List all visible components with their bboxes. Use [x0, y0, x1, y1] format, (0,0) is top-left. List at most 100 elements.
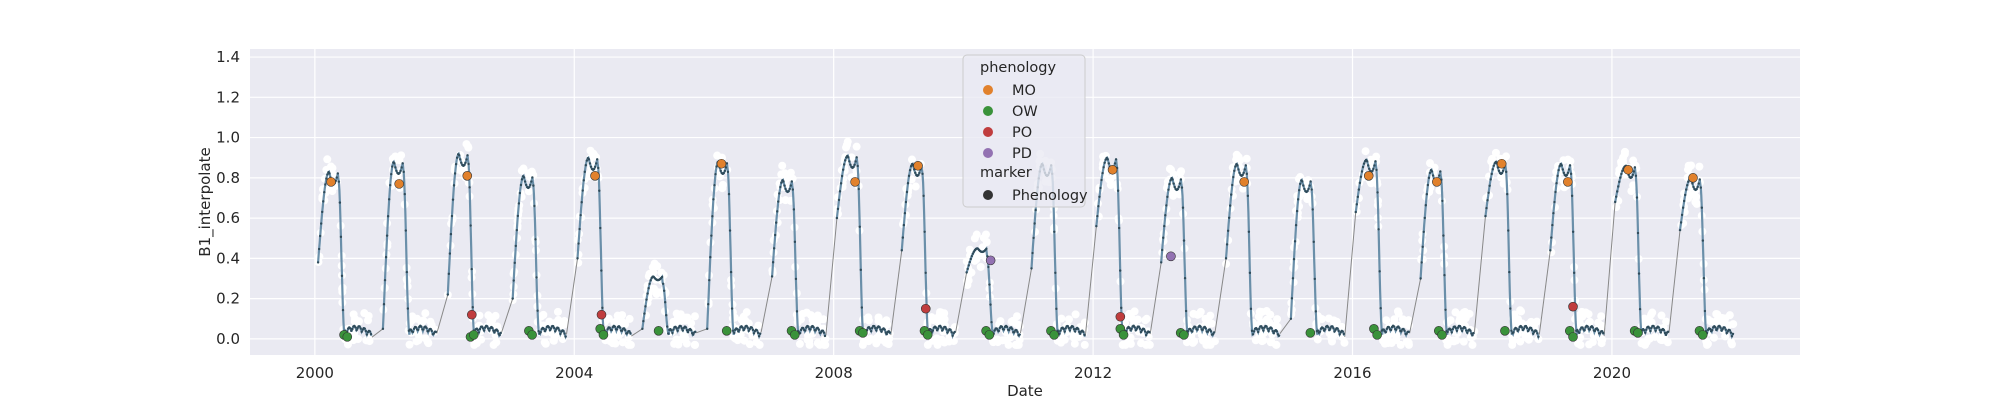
- observation-point: [343, 340, 352, 349]
- curve-marker: [741, 326, 744, 329]
- season-connector: [890, 250, 903, 336]
- curve-marker: [1617, 185, 1620, 188]
- observation-point: [625, 314, 634, 323]
- observation-point: [1491, 148, 1500, 157]
- curve-marker: [969, 257, 972, 261]
- curve-marker: [381, 327, 385, 331]
- curve-marker: [1731, 332, 1735, 336]
- observation-point: [907, 155, 916, 164]
- observation-point: [742, 308, 751, 317]
- observation-point: [1727, 340, 1736, 349]
- season-connector: [1409, 278, 1422, 334]
- curve-marker: [945, 328, 948, 331]
- curve-marker: [1337, 329, 1340, 333]
- curve-marker: [1033, 222, 1036, 225]
- curve-marker: [1697, 182, 1700, 185]
- curve-marker: [532, 184, 535, 187]
- observation-point: [1210, 337, 1219, 346]
- curve-marker: [1725, 331, 1728, 335]
- observation-point: [1588, 338, 1597, 347]
- curve-marker: [1602, 331, 1605, 335]
- curve-marker: [854, 160, 857, 163]
- curve-marker: [680, 327, 683, 330]
- curve-marker: [446, 293, 450, 296]
- phenology-point-mo: [1107, 164, 1118, 175]
- curve-marker: [320, 222, 323, 225]
- curve-marker: [792, 208, 796, 211]
- curve-marker: [417, 328, 420, 331]
- season-connector: [696, 328, 708, 334]
- curve-marker: [1342, 332, 1346, 336]
- curve-marker: [588, 162, 592, 165]
- curve-marker: [856, 164, 859, 168]
- curve-marker: [1103, 161, 1106, 165]
- curve-marker: [1488, 184, 1491, 187]
- curve-marker: [1618, 180, 1621, 183]
- curve-marker: [1485, 206, 1488, 210]
- curve-marker: [1135, 327, 1139, 330]
- curve-marker: [1685, 188, 1688, 191]
- phenology-point-po: [1115, 311, 1126, 322]
- observation-point: [421, 309, 430, 318]
- curve-marker: [1248, 271, 1252, 275]
- curve-marker: [817, 328, 820, 331]
- legend-label-ow: OW: [1012, 104, 1038, 120]
- curve-marker: [1424, 204, 1427, 207]
- observation-point: [1578, 312, 1587, 321]
- curve-marker: [1301, 180, 1304, 183]
- curve-marker: [601, 306, 604, 310]
- curve-marker: [1260, 325, 1263, 328]
- curve-marker: [1095, 224, 1098, 228]
- curve-marker: [934, 326, 938, 329]
- curve-marker: [1257, 330, 1260, 334]
- curve-marker: [736, 328, 739, 331]
- curve-marker: [1631, 173, 1635, 177]
- observation-point: [752, 338, 761, 347]
- curve-marker: [1338, 333, 1341, 336]
- observation-point: [1516, 337, 1525, 346]
- curve-marker: [1385, 327, 1389, 331]
- curve-marker: [321, 210, 324, 214]
- curve-marker: [493, 331, 496, 334]
- curve-marker: [369, 332, 373, 336]
- curve-marker: [1336, 327, 1339, 330]
- curve-marker: [401, 162, 404, 165]
- curve-marker: [917, 173, 920, 177]
- curve-marker: [1506, 192, 1509, 196]
- curve-marker: [902, 223, 906, 227]
- curve-marker: [842, 163, 846, 166]
- phenology-point-ow: [1118, 330, 1129, 340]
- curve-marker: [1721, 328, 1724, 331]
- curve-marker: [1016, 330, 1019, 334]
- curve-marker: [1313, 277, 1316, 281]
- curve-marker: [844, 159, 847, 162]
- observation-point: [679, 329, 688, 338]
- curve-marker: [773, 233, 777, 237]
- season-connector: [1668, 230, 1681, 333]
- season-connector: [825, 218, 838, 336]
- curve-marker: [756, 331, 760, 335]
- curve-marker: [1100, 178, 1103, 182]
- curve-marker: [1571, 230, 1575, 234]
- curve-marker: [1638, 307, 1642, 311]
- observation-point: [821, 334, 830, 343]
- curve-marker: [535, 276, 538, 279]
- curve-marker: [1679, 221, 1683, 224]
- observation-point: [872, 339, 881, 348]
- observation-point: [1585, 317, 1594, 326]
- curve-marker: [350, 329, 353, 333]
- curve-marker: [684, 326, 688, 329]
- phenology-point-ow: [721, 326, 732, 336]
- curve-marker: [1403, 329, 1406, 332]
- observation-point: [858, 340, 867, 349]
- observation-point: [540, 338, 549, 347]
- observation-point: [1641, 340, 1650, 349]
- curve-marker: [1114, 158, 1118, 161]
- observation-point: [976, 262, 985, 271]
- curve-marker: [1650, 326, 1653, 330]
- observation-point: [1620, 150, 1629, 159]
- curve-marker: [849, 163, 852, 166]
- observation-point: [1141, 316, 1150, 325]
- curve-marker: [778, 192, 781, 195]
- curve-marker: [587, 158, 591, 161]
